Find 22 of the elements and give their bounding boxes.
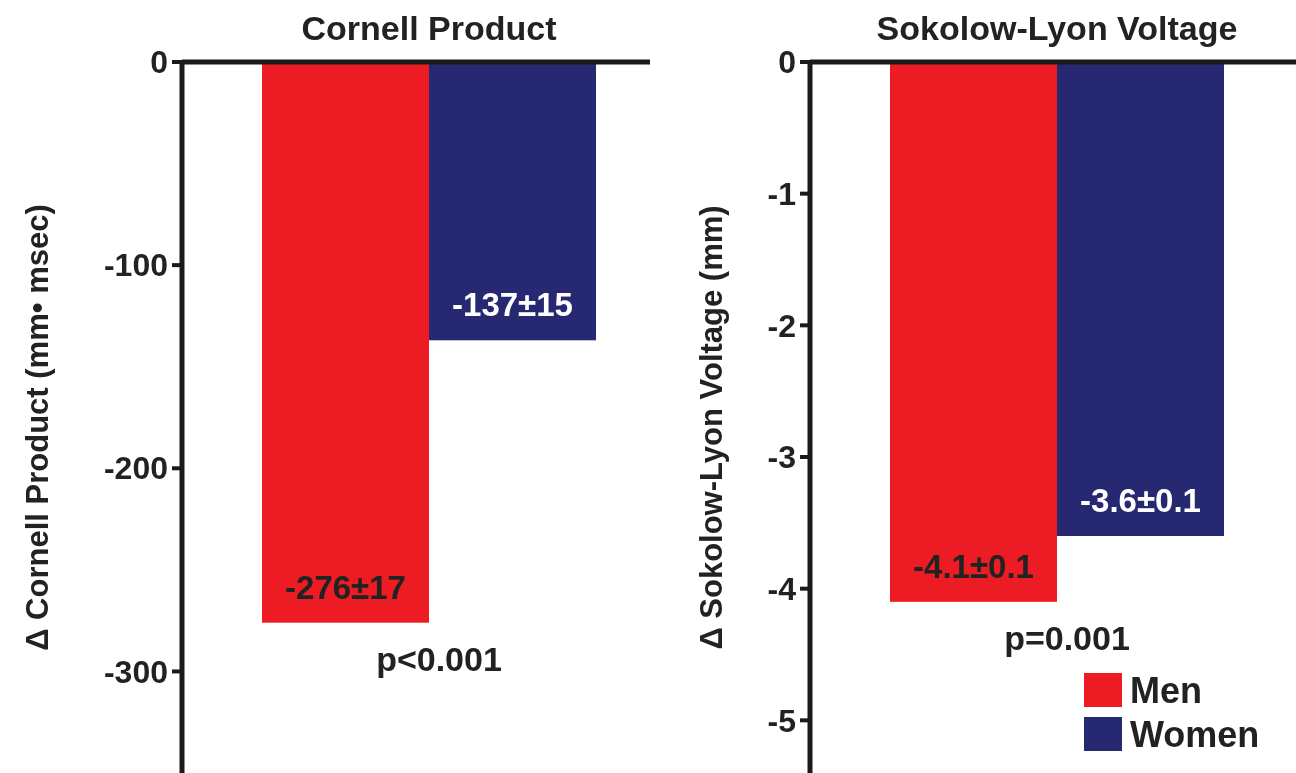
y-tick-label: -2	[767, 307, 796, 344]
data-label: -276±17	[285, 568, 406, 606]
data-label: -3.6±0.1	[1080, 482, 1201, 519]
y-tick-label: -3	[767, 439, 796, 476]
y-tick-label: -1	[767, 175, 796, 212]
data-label: -4.1±0.1	[913, 547, 1034, 585]
y-tick-label: -5	[767, 702, 796, 739]
legend-label: Men	[1130, 669, 1202, 711]
chart-title: Cornell Product	[301, 9, 557, 47]
y-tick-label: 0	[778, 44, 796, 81]
annotation: p<0.001	[376, 639, 502, 678]
y-tick-label: 0	[150, 44, 168, 81]
y-axis-title: Δ Sokolow-Lyon Voltage (mm)	[694, 205, 729, 650]
y-tick-label: -200	[103, 450, 168, 487]
y-tick-label: -100	[103, 247, 168, 284]
y-tick-label: -4	[767, 570, 797, 607]
y-tick-label: -300	[103, 653, 168, 690]
y-axis-title: Δ Cornell Product (mm• msec)	[20, 204, 55, 651]
legend-label: Women	[1130, 713, 1260, 755]
chart-title: Sokolow-Lyon Voltage	[876, 9, 1238, 47]
data-label: -137±15	[452, 286, 573, 324]
annotation: p=0.001	[1004, 618, 1130, 657]
